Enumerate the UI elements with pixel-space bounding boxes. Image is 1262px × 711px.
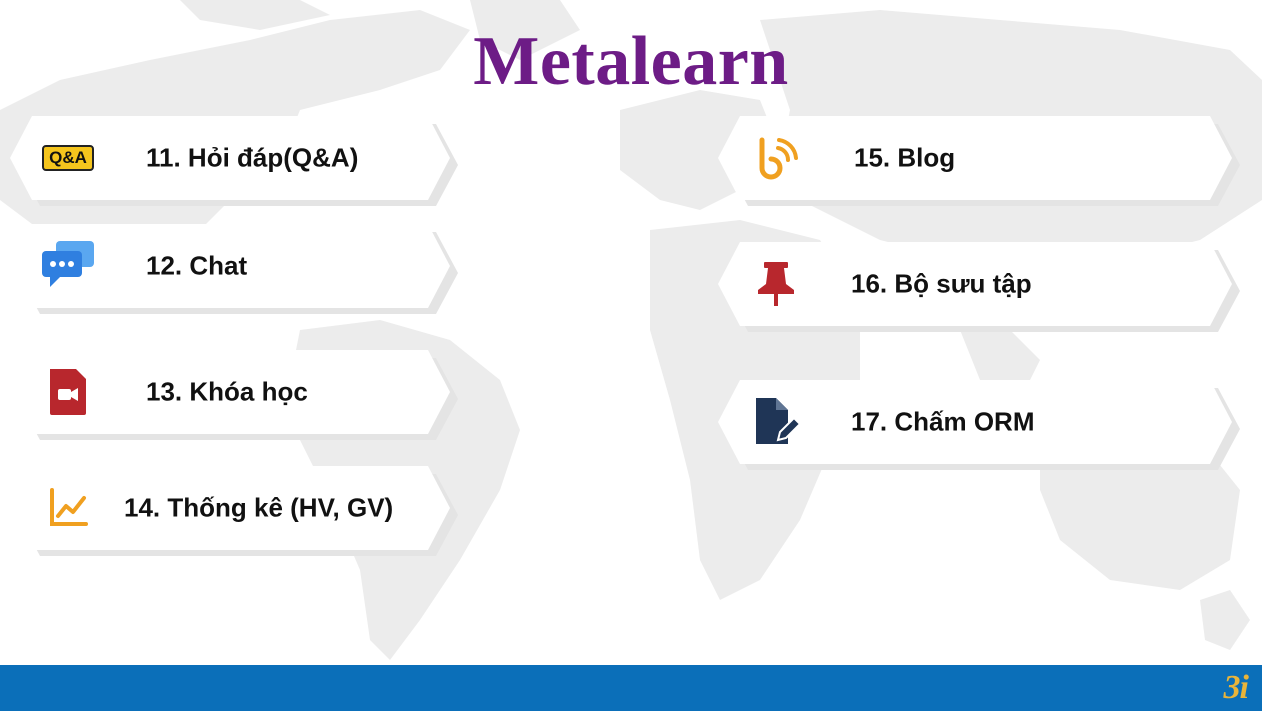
menu-item-label: 14. Thống kê (HV, GV) <box>124 492 394 523</box>
menu-item-collection[interactable]: 16. Bộ sưu tập <box>718 242 1232 326</box>
video-course-icon <box>50 369 86 415</box>
blog-rss-icon <box>759 137 798 180</box>
menu-item-label: 17. Chấm ORM <box>851 406 1035 437</box>
line-chart-icon <box>50 488 88 526</box>
menu-item-orm-grading[interactable]: 17. Chấm ORM <box>718 380 1232 464</box>
menu-item-courses[interactable]: 13. Khóa học <box>10 350 450 434</box>
menu-item-blog[interactable]: 15. Blog <box>718 116 1232 200</box>
document-edit-icon <box>756 398 802 444</box>
menu-item-chat[interactable]: 12. Chat <box>10 224 450 308</box>
brand-logo: 3i <box>1223 669 1249 706</box>
footer-bar: 3i <box>0 665 1262 711</box>
menu-item-label: 15. Blog <box>854 142 956 173</box>
menu-item-qa[interactable]: Q&A 11. Hỏi đáp(Q&A) <box>10 116 450 200</box>
menu-item-label: 11. Hỏi đáp(Q&A) <box>146 142 359 173</box>
page-title: Metalearn <box>473 23 789 100</box>
menu-item-label: 12. Chat <box>146 250 248 281</box>
chat-bubble-icon <box>42 241 94 287</box>
qa-icon: Q&A <box>42 145 94 171</box>
menu-item-label: 13. Khóa học <box>146 376 308 407</box>
menu-item-statistics[interactable]: 14. Thống kê (HV, GV) <box>10 466 450 550</box>
menu-item-label: 16. Bộ sưu tập <box>851 268 1032 299</box>
pushpin-icon <box>758 262 794 306</box>
